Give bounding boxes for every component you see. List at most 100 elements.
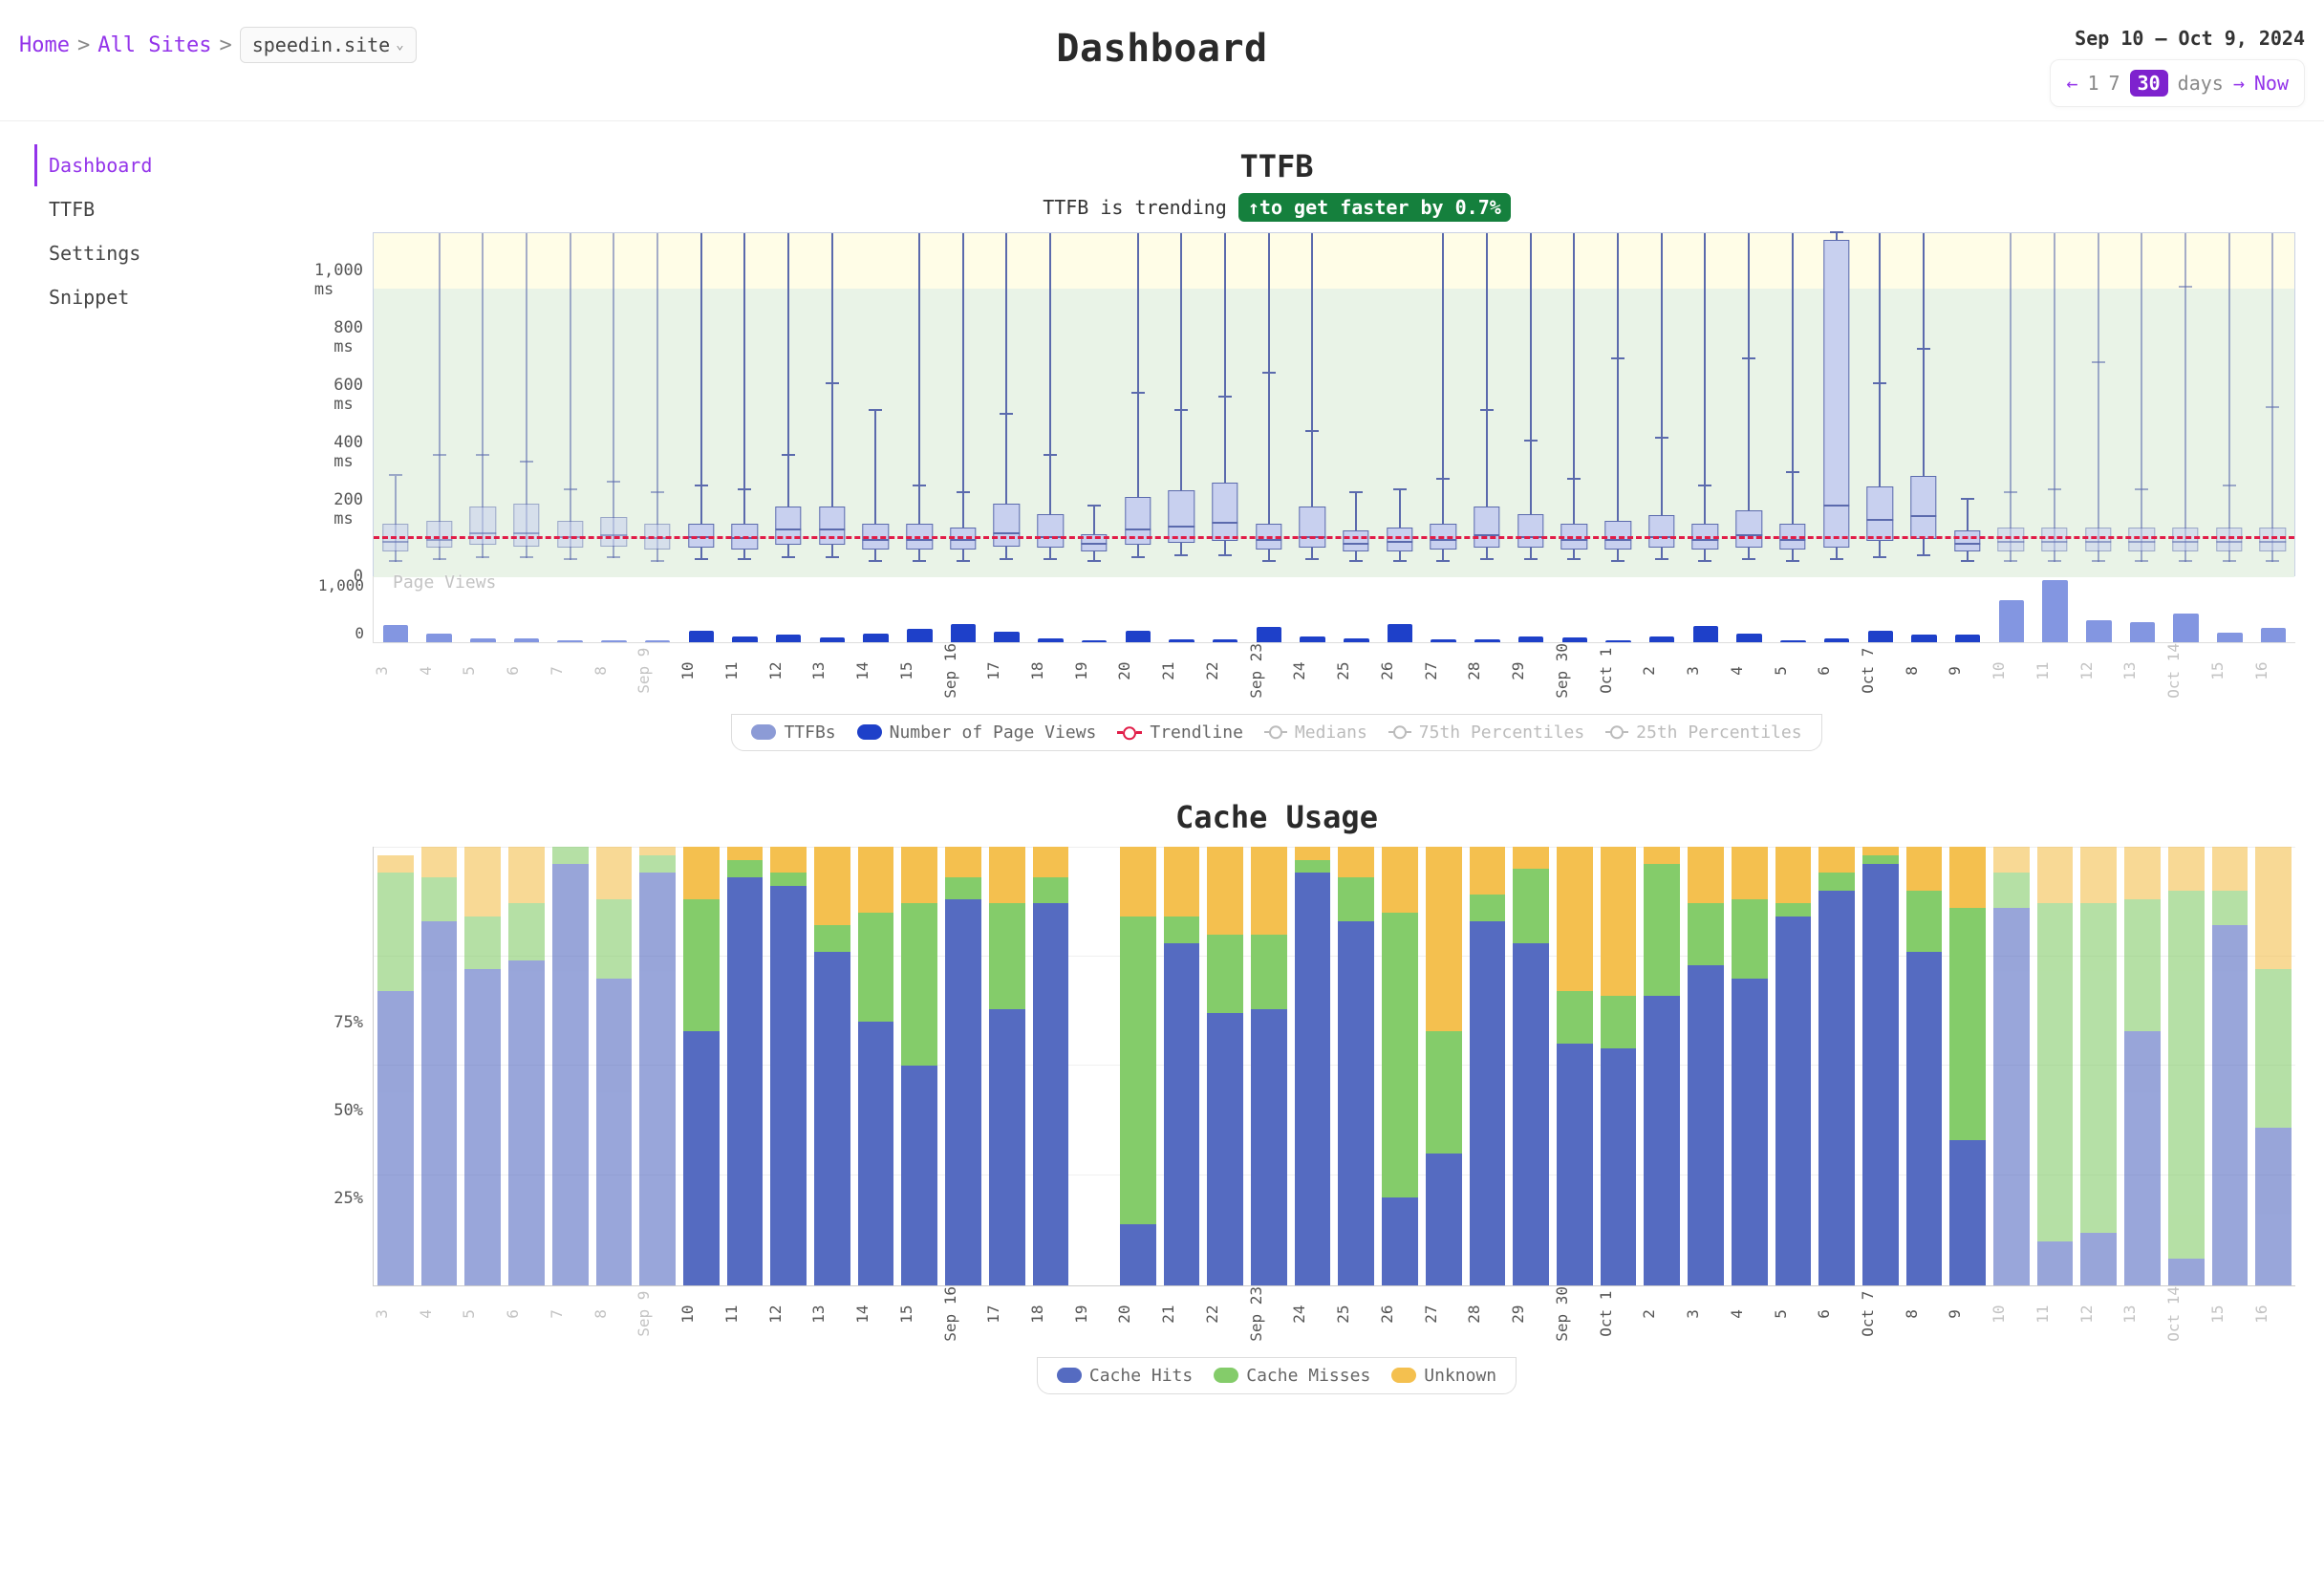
cache-day-col[interactable] xyxy=(1509,847,1553,1285)
cache-day-col[interactable] xyxy=(1334,847,1378,1285)
ttfb-day-col[interactable] xyxy=(1902,233,1946,575)
range-7[interactable]: 7 xyxy=(2109,72,2120,95)
cache-day-col[interactable] xyxy=(941,847,985,1285)
pv-day-col[interactable] xyxy=(1815,576,1859,642)
pv-day-col[interactable] xyxy=(505,576,549,642)
pv-day-col[interactable] xyxy=(592,576,636,642)
legend-label[interactable]: Cache Misses xyxy=(1246,1366,1370,1386)
ttfb-day-col[interactable] xyxy=(1727,233,1771,575)
ttfb-day-col[interactable] xyxy=(505,233,549,575)
pv-day-col[interactable] xyxy=(1378,576,1422,642)
pv-day-col[interactable] xyxy=(854,576,898,642)
ttfb-day-col[interactable] xyxy=(897,233,941,575)
pv-day-col[interactable] xyxy=(1422,576,1466,642)
cache-day-col[interactable] xyxy=(1815,847,1859,1285)
pv-day-col[interactable] xyxy=(1772,576,1816,642)
ttfb-day-col[interactable] xyxy=(635,233,679,575)
cache-day-col[interactable] xyxy=(1728,847,1772,1285)
ttfb-day-col[interactable] xyxy=(1247,233,1291,575)
pv-day-col[interactable] xyxy=(985,576,1029,642)
pv-day-col[interactable] xyxy=(1509,576,1553,642)
pv-day-col[interactable] xyxy=(766,576,810,642)
cache-day-col[interactable] xyxy=(2164,847,2208,1285)
cache-day-col[interactable] xyxy=(1160,847,1204,1285)
pv-day-col[interactable] xyxy=(1903,576,1947,642)
sidebar-item-ttfb[interactable]: TTFB xyxy=(34,188,201,230)
ttfb-day-col[interactable] xyxy=(1378,233,1422,575)
ttfb-day-col[interactable] xyxy=(2120,233,2164,575)
cache-day-col[interactable] xyxy=(505,847,549,1285)
ttfb-day-col[interactable] xyxy=(1684,233,1728,575)
pv-day-col[interactable] xyxy=(941,576,985,642)
range-1[interactable]: 1 xyxy=(2087,72,2098,95)
pv-day-col[interactable] xyxy=(1946,576,1990,642)
site-select[interactable]: speedin.site ⌄ xyxy=(240,27,417,63)
legend-label[interactable]: Number of Page Views xyxy=(890,723,1097,743)
ttfb-day-col[interactable] xyxy=(810,233,854,575)
ttfb-day-col[interactable] xyxy=(723,233,767,575)
ttfb-day-col[interactable] xyxy=(985,233,1029,575)
ttfb-day-col[interactable] xyxy=(374,233,418,575)
legend-label[interactable]: 25th Percentiles xyxy=(1636,723,1801,743)
pv-day-col[interactable] xyxy=(2077,576,2120,642)
pv-day-col[interactable] xyxy=(1466,576,1510,642)
ttfb-day-col[interactable] xyxy=(2207,233,2251,575)
legend-label[interactable]: Unknown xyxy=(1424,1366,1496,1386)
pv-day-col[interactable] xyxy=(1859,576,1903,642)
legend-label[interactable]: Trendline xyxy=(1150,723,1243,743)
cache-day-col[interactable] xyxy=(2251,847,2295,1285)
ttfb-day-col[interactable] xyxy=(1989,233,2033,575)
cache-day-col[interactable] xyxy=(1291,847,1335,1285)
cache-day-col[interactable] xyxy=(1946,847,1990,1285)
pv-day-col[interactable] xyxy=(1160,576,1204,642)
cache-day-col[interactable] xyxy=(1597,847,1641,1285)
ttfb-day-col[interactable] xyxy=(1203,233,1247,575)
ttfb-day-col[interactable] xyxy=(766,233,810,575)
cache-day-col[interactable] xyxy=(374,847,418,1285)
pv-day-col[interactable] xyxy=(1684,576,1728,642)
cache-day-col[interactable] xyxy=(1772,847,1816,1285)
cache-day-col[interactable] xyxy=(1859,847,1903,1285)
pv-day-col[interactable] xyxy=(1553,576,1597,642)
range-prev[interactable]: ← xyxy=(2066,72,2077,95)
cache-day-col[interactable] xyxy=(2077,847,2120,1285)
pv-day-col[interactable] xyxy=(897,576,941,642)
cache-day-col[interactable] xyxy=(2208,847,2252,1285)
pv-day-col[interactable] xyxy=(2034,576,2077,642)
ttfb-day-col[interactable] xyxy=(1858,233,1902,575)
cache-day-col[interactable] xyxy=(679,847,723,1285)
cache-day-col[interactable] xyxy=(1422,847,1466,1285)
cache-day-col[interactable] xyxy=(1466,847,1510,1285)
cache-day-col[interactable] xyxy=(1640,847,1684,1285)
cache-day-col[interactable] xyxy=(1684,847,1728,1285)
breadcrumb-home[interactable]: Home xyxy=(19,33,70,57)
ttfb-day-col[interactable] xyxy=(854,233,898,575)
cache-day-col[interactable] xyxy=(418,847,462,1285)
pv-day-col[interactable] xyxy=(1334,576,1378,642)
cache-day-col[interactable] xyxy=(1072,847,1116,1285)
cache-day-col[interactable] xyxy=(1378,847,1422,1285)
cache-day-col[interactable] xyxy=(854,847,898,1285)
pv-day-col[interactable] xyxy=(2251,576,2295,642)
cache-day-col[interactable] xyxy=(1553,847,1597,1285)
cache-day-col[interactable] xyxy=(985,847,1029,1285)
pv-day-col[interactable] xyxy=(2208,576,2252,642)
ttfb-day-col[interactable] xyxy=(592,233,635,575)
ttfb-day-col[interactable] xyxy=(1072,233,1116,575)
sidebar-item-snippet[interactable]: Snippet xyxy=(34,276,201,318)
legend-label[interactable]: 75th Percentiles xyxy=(1419,723,1584,743)
range-30[interactable]: 30 xyxy=(2130,70,2168,97)
ttfb-day-col[interactable] xyxy=(2163,233,2207,575)
ttfb-day-col[interactable] xyxy=(1422,233,1466,575)
pv-day-col[interactable] xyxy=(1597,576,1641,642)
pv-day-col[interactable] xyxy=(679,576,723,642)
ttfb-day-col[interactable] xyxy=(1596,233,1640,575)
ttfb-day-col[interactable] xyxy=(679,233,723,575)
pv-day-col[interactable] xyxy=(810,576,854,642)
ttfb-day-col[interactable] xyxy=(2251,233,2295,575)
ttfb-day-col[interactable] xyxy=(1815,233,1859,575)
pv-day-col[interactable] xyxy=(549,576,592,642)
sidebar-item-dashboard[interactable]: Dashboard xyxy=(34,144,201,186)
ttfb-day-col[interactable] xyxy=(1334,233,1378,575)
pv-day-col[interactable] xyxy=(723,576,767,642)
